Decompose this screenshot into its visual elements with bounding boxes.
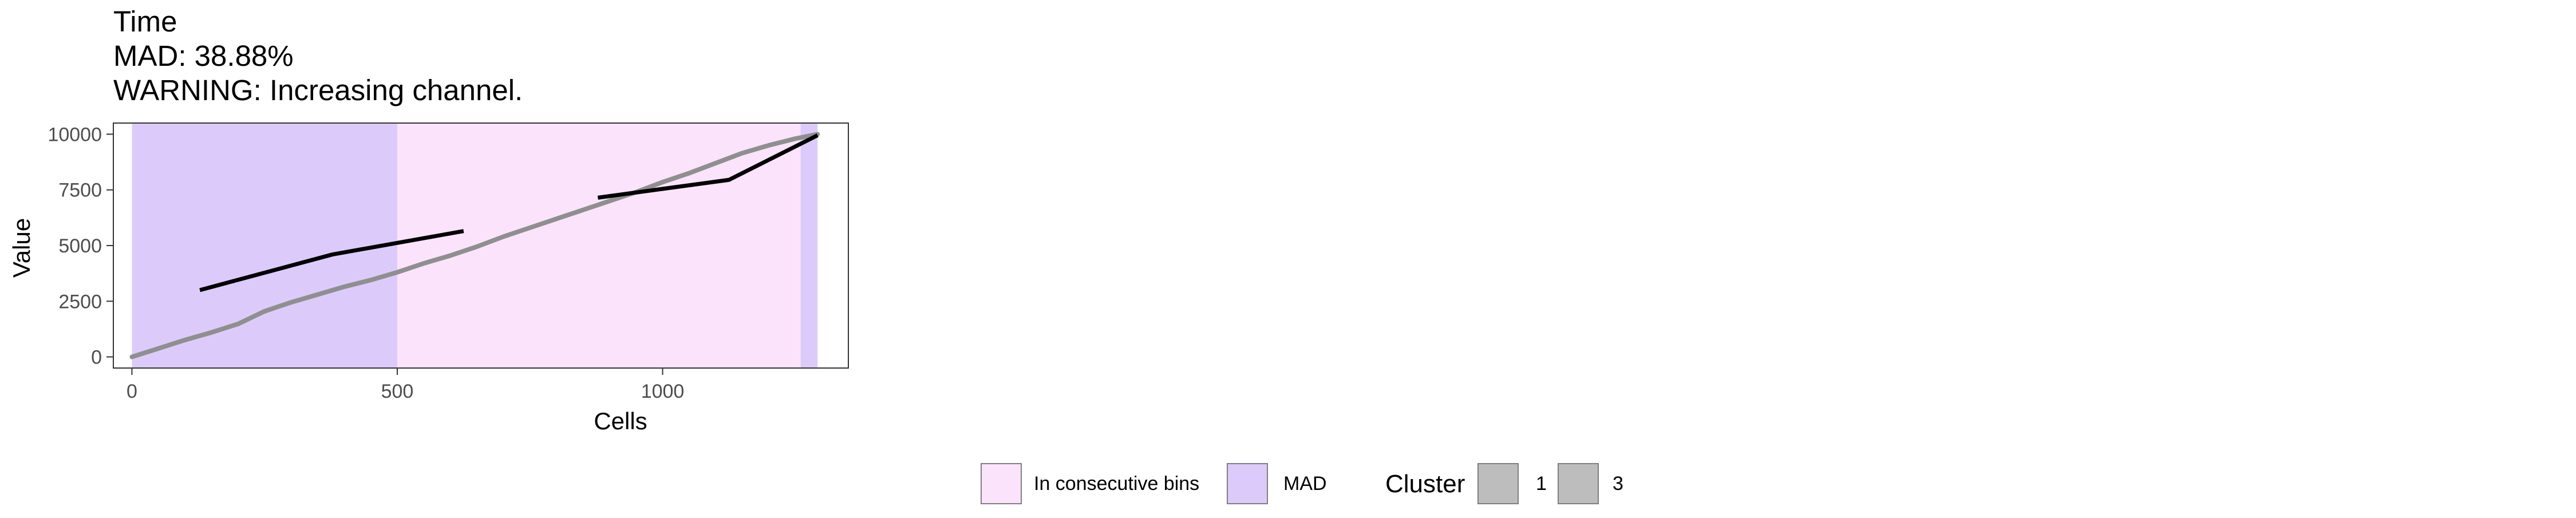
cluster-series-layer bbox=[199, 133, 819, 292]
legend-label-cluster-3: 3 bbox=[1613, 473, 1623, 495]
y-axis-label: Value bbox=[8, 218, 35, 278]
chart-title: Time MAD: 38.88% WARNING: Increasing cha… bbox=[113, 5, 523, 106]
shaded-regions bbox=[132, 123, 818, 368]
x-tick-label-2: 500 bbox=[381, 381, 414, 402]
legend-label-in-consecutive-bins: In consecutive bins bbox=[1034, 473, 1199, 495]
y-tick-label-1: 0 bbox=[91, 347, 102, 369]
title-line-2: MAD: 38.88% bbox=[113, 39, 294, 72]
series-line-cluster-1 bbox=[199, 229, 464, 292]
legend-swatch-cluster-3 bbox=[1558, 463, 1599, 504]
title-line-3: WARNING: Increasing channel. bbox=[113, 74, 523, 106]
y-tick-label-2: 2500 bbox=[58, 291, 102, 313]
legend-swatch-mad bbox=[1227, 463, 1268, 504]
series-line-cluster-3 bbox=[597, 133, 819, 200]
x-axis-label: Cells bbox=[594, 408, 647, 434]
legend-swatch-cluster-1 bbox=[1477, 463, 1519, 504]
x-tick-label-1: 0 bbox=[127, 381, 137, 402]
y-tick-label-3: 5000 bbox=[58, 235, 102, 257]
background-series-line bbox=[129, 132, 820, 359]
x-tick-label-3: 1000 bbox=[641, 381, 685, 402]
region-mad-3 bbox=[800, 123, 818, 368]
background-series-layer bbox=[129, 132, 820, 359]
legend: In consecutive bins MAD Cluster 1 3 bbox=[981, 463, 1623, 504]
region-mad-2 bbox=[132, 123, 397, 368]
y-tick-label-4: 7500 bbox=[58, 180, 102, 201]
legend-label-mad: MAD bbox=[1283, 473, 1327, 495]
legend-label-cluster-1: 1 bbox=[1536, 473, 1547, 495]
title-line-1: Time bbox=[113, 5, 177, 38]
legend-cluster-title: Cluster bbox=[1385, 470, 1465, 498]
legend-swatch-in-consecutive-bins bbox=[981, 463, 1022, 504]
y-tick-label-5: 10000 bbox=[48, 124, 102, 145]
